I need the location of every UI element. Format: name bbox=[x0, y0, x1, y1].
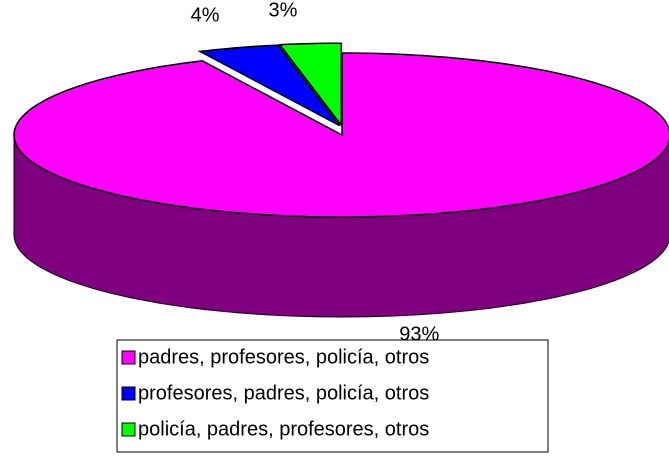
legend-swatch bbox=[121, 350, 136, 365]
legend-label: policía, padres, profesores, otros bbox=[138, 418, 429, 440]
legend-label: padres, profesores, policía, otros bbox=[138, 346, 429, 368]
legend-swatch bbox=[121, 386, 136, 401]
legend-box bbox=[116, 339, 549, 453]
pie-slice bbox=[197, 44, 341, 127]
pie: 93%4% 3% bbox=[13, 0, 669, 345]
data-label: 4% bbox=[191, 4, 220, 26]
legend-swatch bbox=[121, 422, 136, 437]
legend-label: profesores, padres, policía, otros bbox=[138, 382, 429, 404]
pie-slice bbox=[278, 42, 343, 128]
legend: padres, profesores, policía, otros profes… bbox=[116, 339, 549, 453]
pie-slice bbox=[13, 52, 669, 218]
data-label: 3% bbox=[268, 0, 297, 21]
